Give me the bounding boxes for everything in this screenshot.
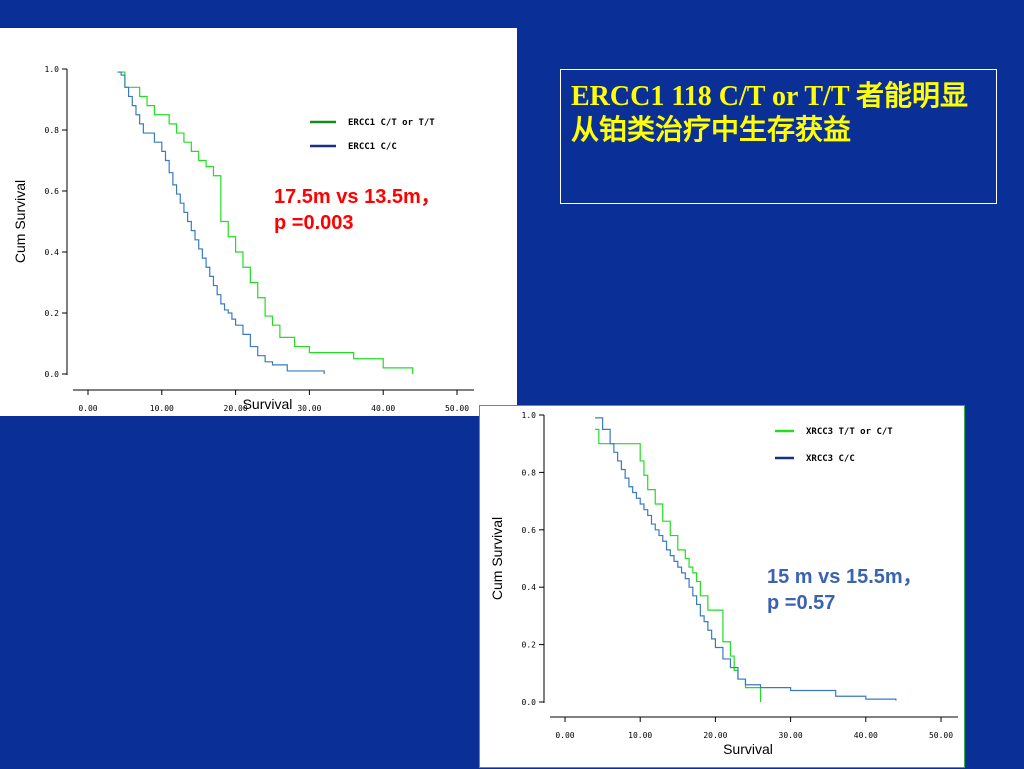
series-line-1 xyxy=(117,71,325,374)
series-line-1 xyxy=(595,417,897,701)
y-tick-label: 0.2 xyxy=(45,309,60,318)
slide-title-box: ERCC1 118 C/T or T/T 者能明显从铂类治疗中生存获益 xyxy=(560,69,997,204)
x-tick-label: 40.00 xyxy=(371,404,395,413)
y-tick-label: 0.6 xyxy=(45,187,60,196)
x-tick-label: 40.00 xyxy=(854,731,878,740)
x-tick-label: 50.00 xyxy=(929,731,953,740)
y-tick-label: 1.0 xyxy=(45,65,60,74)
km-chart-ercc1: 0.0 0.2 0.4 0.6 0.8 1.0 0.00 10.00 20.00 30.00 40.… xyxy=(12,65,474,413)
annotation-xrcc3: 15 m vs 15.5m， p =0.57 xyxy=(767,564,923,616)
y-tick-label: 0.0 xyxy=(522,698,537,707)
y-tick-label: 0.8 xyxy=(45,126,60,135)
x-tick-label: 50.00 xyxy=(445,404,469,413)
annotation-ercc1: 17.5m vs 13.5m， p =0.003 xyxy=(274,184,441,236)
x-axis-label: Survival xyxy=(243,396,293,412)
y-tick-label: 0.0 xyxy=(45,370,60,379)
x-tick-label: 20.00 xyxy=(224,404,248,413)
slide-title: ERCC1 118 C/T or T/T 者能明显从铂类治疗中生存获益 xyxy=(571,81,969,146)
annotation-xrcc3-line2: p =0.57 xyxy=(767,592,836,614)
annotation-xrcc3-line1: 15 m vs 15.5m， xyxy=(767,566,923,588)
y-tick-label: 0.8 xyxy=(522,468,537,477)
y-tick-label: 0.6 xyxy=(522,526,537,535)
x-tick-label: 30.00 xyxy=(297,404,321,413)
x-tick-label: 30.00 xyxy=(779,731,803,740)
y-tick-label: 0.4 xyxy=(45,248,60,257)
y-tick-label: 0.4 xyxy=(522,583,537,592)
legend-label: XRCC3 C/C xyxy=(806,454,855,464)
legend-label: ERCC1 C/C xyxy=(348,142,397,152)
y-axis-label: Cum Survival xyxy=(489,517,505,600)
annotation-ercc1-line1: 17.5m vs 13.5m， xyxy=(274,186,441,208)
annotation-ercc1-line2: p =0.003 xyxy=(274,212,354,234)
y-axis-label: Cum Survival xyxy=(12,180,28,263)
km-chart-xrcc3: 0.0 0.2 0.4 0.6 0.8 1.0 0.00 10.00 20.00 30.00 40.… xyxy=(489,411,958,757)
x-tick-label: 0.00 xyxy=(78,404,97,413)
x-tick-label: 10.00 xyxy=(628,731,652,740)
legend-label: ERCC1 C/T or T/T xyxy=(348,118,435,128)
series-line-0 xyxy=(595,428,762,702)
chart-panel-xrcc3: 0.0 0.2 0.4 0.6 0.8 1.0 0.00 10.00 20.00 30.00 40.… xyxy=(479,405,965,768)
y-tick-label: 1.0 xyxy=(522,411,537,420)
legend-label: XRCC3 T/T or C/T xyxy=(806,427,893,437)
x-tick-label: 20.00 xyxy=(703,731,727,740)
chart-panel-ercc1: 0.0 0.2 0.4 0.6 0.8 1.0 0.00 10.00 20.00 30.00 40.… xyxy=(0,28,517,416)
series-line-0 xyxy=(117,71,414,374)
x-tick-label: 0.00 xyxy=(555,731,574,740)
x-axis-label: Survival xyxy=(723,741,773,757)
x-tick-label: 10.00 xyxy=(150,404,174,413)
y-tick-label: 0.2 xyxy=(522,641,537,650)
